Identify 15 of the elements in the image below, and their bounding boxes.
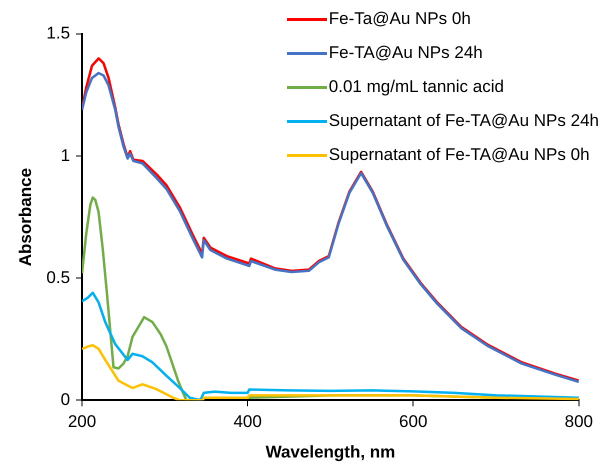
legend-label: Fe-Ta@Au NPs 0h — [328, 9, 471, 29]
y-tick-label: 0.5 — [46, 268, 70, 287]
y-axis-title: Absorbance — [16, 168, 35, 266]
legend-label: Supernatant of Fe-TA@Au NPs 24h — [328, 111, 599, 131]
x-tick-label: 200 — [68, 412, 96, 432]
legend-label: Supernatant of Fe-TA@Au NPs 0h — [328, 145, 590, 165]
legend-label: 0.01 mg/mL tannic acid — [328, 77, 504, 97]
y-tick-label: 0 — [60, 390, 70, 409]
x-tick-label: 800 — [564, 412, 594, 432]
x-tick-label: 400 — [233, 412, 262, 432]
y-tick-label: 1 — [60, 146, 70, 165]
x-tick-label: 600 — [399, 412, 428, 432]
y-tick-label: 1.5 — [46, 24, 70, 43]
legend-label: Fe-TA@Au NPs 24h — [328, 43, 483, 63]
x-axis-title: Wavelength, nm — [266, 442, 396, 462]
